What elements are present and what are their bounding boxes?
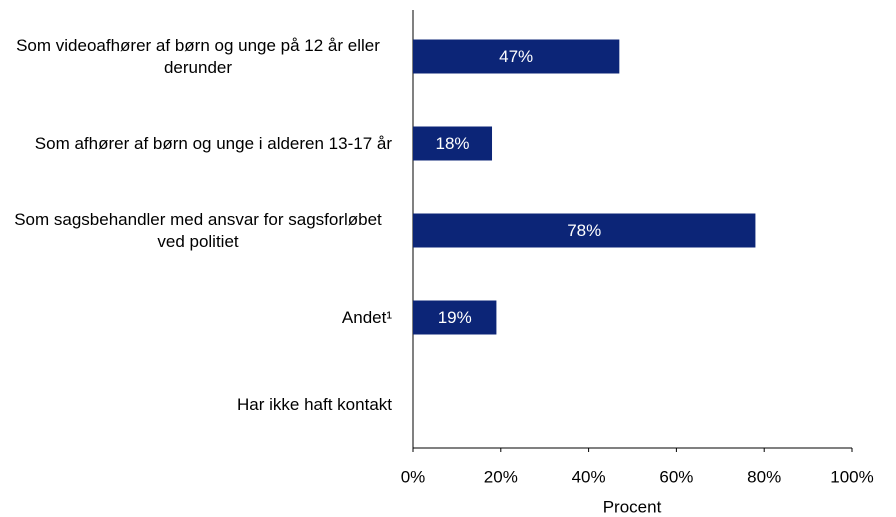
- value-label: 78%: [567, 221, 601, 240]
- x-tick-label: 100%: [830, 467, 873, 486]
- y-tick-label: Som sagsbehandler med ansvar for sagsfor…: [14, 209, 382, 251]
- value-label: 47%: [499, 47, 533, 66]
- category-label-box: Har ikke haft kontakt: [0, 375, 392, 435]
- y-tick-label: Som afhører af børn og unge i alderen 13…: [34, 133, 392, 153]
- category-label-box: Som sagsbehandler med ansvar for sagsfor…: [0, 201, 392, 261]
- y-tick-label: Har ikke haft kontakt: [237, 394, 392, 414]
- bar: [413, 213, 756, 248]
- y-tick-label: Som videoafhører af børn og unge på 12 å…: [16, 35, 380, 77]
- x-tick-label: 20%: [484, 467, 518, 486]
- category-label-box: Andet¹: [0, 288, 392, 348]
- x-tick-label: 60%: [659, 467, 693, 486]
- category-label-box: Som afhører af børn og unge i alderen 13…: [0, 114, 392, 174]
- bar: [413, 39, 620, 74]
- x-axis-title: Procent: [603, 497, 662, 516]
- x-tick-label: 80%: [747, 467, 781, 486]
- x-tick-label: 40%: [572, 467, 606, 486]
- value-label: 19%: [438, 308, 472, 327]
- x-tick-label: 0%: [401, 467, 426, 486]
- y-tick-label: Andet¹: [341, 307, 392, 327]
- value-label: 18%: [435, 134, 469, 153]
- bar: [413, 300, 497, 335]
- category-label-box: Som videoafhører af børn og unge på 12 å…: [0, 27, 392, 87]
- bar: [413, 126, 493, 161]
